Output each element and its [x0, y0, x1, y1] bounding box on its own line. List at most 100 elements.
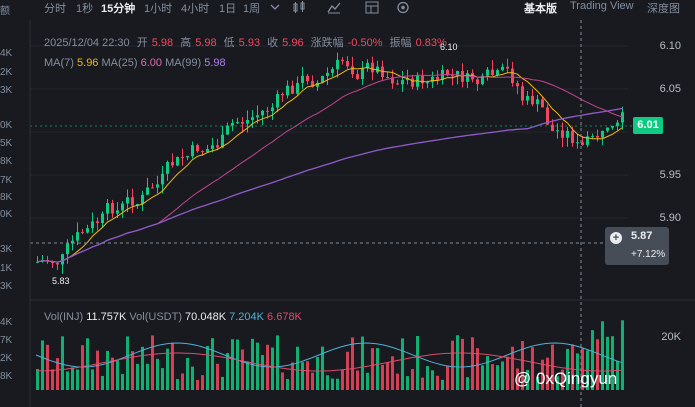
volume-bar [516, 368, 519, 390]
volume-bar [571, 344, 574, 390]
volume-bar [151, 335, 154, 390]
crosshair-price: 5.87 [631, 230, 653, 242]
candle [101, 213, 104, 224]
vol-ma1-value: 7.204K [229, 311, 264, 323]
volume-bar [541, 359, 544, 390]
ma7-value: 5.96 [77, 57, 99, 69]
candle [286, 85, 289, 96]
candle [531, 95, 534, 105]
candle [321, 75, 324, 83]
candle [111, 203, 114, 214]
candle-settings-icon[interactable] [292, 1, 306, 14]
volume-bar [546, 357, 549, 390]
high-label: 高 [180, 37, 192, 49]
candle [91, 221, 94, 229]
volume-bar [591, 330, 594, 390]
candle [171, 162, 174, 166]
volume-bar [301, 362, 304, 390]
candle [606, 127, 609, 131]
volume-bar [161, 368, 164, 390]
interval-tab-1s[interactable]: 1秒 [76, 3, 94, 15]
candle [121, 203, 124, 211]
interval-tab-timeline[interactable]: 分时 [44, 3, 66, 15]
interval-tab-1w[interactable]: 1周 [243, 3, 261, 15]
interval-tab-4h[interactable]: 4小时 [181, 3, 210, 15]
change-value: -0.50% [347, 37, 383, 49]
candle [511, 68, 514, 84]
view-depth-tab[interactable]: 深度图 [647, 3, 680, 15]
interval-tab-1h[interactable]: 1小时 [144, 3, 173, 15]
volume-bar [521, 341, 524, 390]
ma99-label: MA(99) [165, 57, 202, 69]
volume-bar [201, 375, 204, 390]
view-basic-tab[interactable]: 基本版 [524, 3, 557, 15]
volume-bar [396, 373, 399, 390]
volume-bar [136, 363, 139, 390]
settings-icon[interactable] [396, 1, 410, 14]
candle [201, 151, 204, 153]
candle [251, 117, 254, 120]
candle [466, 73, 469, 82]
left-label: 3K [0, 281, 13, 292]
chevron-down-icon[interactable] [270, 1, 284, 14]
vol-inj-value: 11.757K [86, 311, 127, 323]
left-label: 2K [0, 67, 13, 78]
volume-bar [311, 372, 314, 390]
volume-bar [356, 370, 359, 390]
layout-icon[interactable] [365, 1, 379, 14]
volume-bar [66, 371, 69, 390]
volume-bar [226, 352, 229, 390]
candle [396, 83, 399, 85]
candle [581, 142, 584, 145]
left-label: 8K [0, 192, 13, 203]
interval-tab-1d[interactable]: 1日 [219, 3, 237, 15]
candle [501, 66, 504, 71]
candle [316, 82, 319, 87]
crosshair-price-box[interactable]: + 5.87 +7.12% [605, 227, 669, 265]
left-label: 4K [0, 48, 13, 59]
volume-bar [426, 366, 429, 390]
volume-bar [616, 360, 619, 390]
candle [176, 156, 179, 166]
interval-tab-15m[interactable]: 15分钟 [101, 3, 136, 15]
candle [541, 99, 544, 108]
candle [246, 119, 249, 124]
candle [406, 78, 409, 81]
candle [186, 156, 189, 158]
volume-bar [446, 366, 449, 390]
view-tradingview-tab[interactable]: Trading View [570, 0, 634, 12]
volume-bar [406, 376, 409, 390]
candle [261, 110, 264, 116]
candle [221, 134, 224, 148]
current-price-tag: 6.01 [633, 117, 663, 134]
volume-bar [111, 357, 114, 390]
volume-bar [316, 357, 319, 390]
candle [356, 74, 359, 79]
candle [386, 77, 389, 79]
volume-bar [121, 374, 124, 390]
volume-bar [436, 375, 439, 390]
candle [36, 261, 39, 263]
candle [56, 263, 59, 265]
ma7-line [37, 66, 623, 263]
candle [336, 59, 339, 70]
candle [496, 70, 499, 76]
indicator-icon[interactable] [327, 1, 341, 14]
left-label: 2K [0, 353, 13, 364]
volume-bar [391, 356, 394, 390]
candle [401, 80, 404, 85]
add-alert-icon[interactable]: + [610, 232, 622, 244]
volume-bar [371, 348, 374, 390]
volume-bar [106, 350, 109, 390]
candle [431, 76, 434, 83]
volume-bar [401, 338, 404, 390]
ma7-label: MA(7) [44, 57, 74, 69]
volume-bar [246, 361, 249, 390]
ma99-line [37, 107, 623, 263]
volume-bar [51, 369, 54, 390]
volume-bar [276, 335, 279, 390]
candle [456, 70, 459, 76]
candle [366, 62, 369, 69]
volume-bar [41, 340, 44, 390]
